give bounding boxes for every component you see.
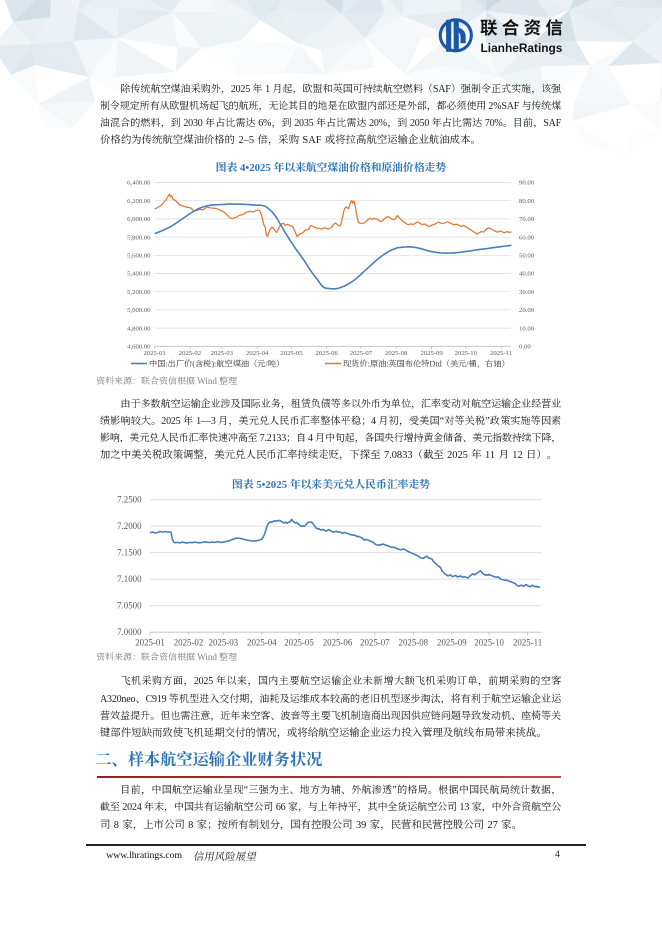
svg-text:2025-01: 2025-01	[143, 350, 165, 357]
svg-text:2025-02: 2025-02	[174, 637, 204, 647]
svg-text:2025-10: 2025-10	[474, 637, 504, 647]
svg-text:2025-04: 2025-04	[246, 350, 269, 357]
svg-text:7.0000: 7.0000	[117, 627, 142, 637]
svg-text:2025-08: 2025-08	[385, 350, 408, 357]
svg-text:2025-06: 2025-06	[316, 350, 339, 357]
svg-text:2025-06: 2025-06	[323, 637, 353, 647]
svg-text:2025-03: 2025-03	[209, 637, 239, 647]
svg-text:2025-09: 2025-09	[420, 350, 443, 357]
svg-text:80.00: 80.00	[519, 198, 535, 205]
svg-text:5,400.00: 5,400.00	[127, 271, 151, 278]
svg-text:5,600.00: 5,600.00	[127, 253, 151, 260]
svg-text:4,800.00: 4,800.00	[127, 325, 151, 332]
svg-text:2025-07: 2025-07	[360, 637, 390, 647]
svg-text:4,600.00: 4,600.00	[127, 344, 151, 351]
svg-text:6,200.00: 6,200.00	[127, 198, 151, 205]
svg-text:2025-02: 2025-02	[179, 350, 201, 357]
svg-text:7.2000: 7.2000	[117, 521, 142, 531]
svg-text:2025-05: 2025-05	[280, 350, 303, 357]
svg-text:7.1500: 7.1500	[117, 548, 142, 558]
svg-text:6,000.00: 6,000.00	[127, 216, 151, 223]
svg-text:现货价:原油:英国布伦特Dtd（美元/桶，右轴）: 现货价:原油:英国布伦特Dtd（美元/桶，右轴）	[343, 358, 509, 368]
svg-text:70.00: 70.00	[519, 216, 535, 223]
svg-text:2025-11: 2025-11	[513, 637, 542, 647]
svg-text:2025-11: 2025-11	[490, 350, 512, 357]
svg-text:7.0500: 7.0500	[117, 601, 142, 611]
svg-text:中国:出厂价(含税):航空煤油（元/吨）: 中国:出厂价(含税):航空煤油（元/吨）	[149, 358, 284, 368]
svg-text:50.00: 50.00	[519, 253, 535, 260]
svg-text:2025-03: 2025-03	[211, 350, 234, 357]
svg-text:2025-05: 2025-05	[284, 637, 314, 647]
svg-text:5,800.00: 5,800.00	[127, 234, 151, 241]
svg-text:6,400.00: 6,400.00	[127, 180, 151, 187]
svg-text:30.00: 30.00	[519, 289, 535, 296]
svg-text:2025-08: 2025-08	[399, 637, 429, 647]
svg-text:5,000.00: 5,000.00	[127, 307, 151, 314]
svg-text:20.00: 20.00	[519, 307, 535, 314]
svg-text:7.2500: 7.2500	[117, 495, 142, 505]
svg-text:2025-01: 2025-01	[135, 637, 165, 647]
svg-text:90.00: 90.00	[519, 180, 535, 187]
svg-text:10.00: 10.00	[519, 325, 535, 332]
svg-text:2025-07: 2025-07	[350, 350, 373, 357]
svg-text:0.00: 0.00	[519, 344, 531, 351]
svg-text:2025-04: 2025-04	[247, 637, 277, 647]
svg-text:2025-10: 2025-10	[455, 350, 478, 357]
svg-text:40.00: 40.00	[519, 271, 535, 278]
svg-text:7.1000: 7.1000	[117, 574, 142, 584]
svg-text:2025-09: 2025-09	[437, 637, 467, 647]
svg-text:5,200.00: 5,200.00	[127, 289, 151, 296]
svg-text:60.00: 60.00	[519, 234, 535, 241]
